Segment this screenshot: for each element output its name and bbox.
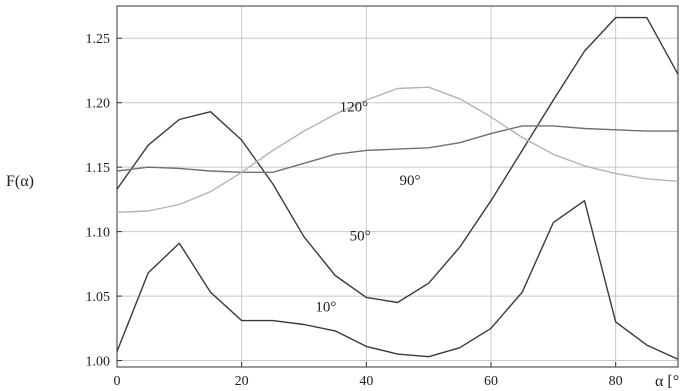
series-line-90 bbox=[116, 125, 678, 174]
curve-labels: 10° 50° 90° 120° bbox=[315, 100, 420, 316]
x-tick-label: 60 bbox=[484, 374, 498, 389]
x-axis-label: α [° bbox=[655, 373, 679, 390]
curve-label-90: 90° bbox=[399, 173, 420, 189]
y-tick-label: 1.05 bbox=[86, 290, 111, 305]
y-tick-label: 1.15 bbox=[86, 161, 111, 176]
y-tick-label: 1.25 bbox=[86, 32, 111, 47]
grid bbox=[116, 6, 678, 367]
y-axis-label: F(α) bbox=[6, 173, 34, 190]
y-tick-label: 1.10 bbox=[86, 226, 111, 241]
plot-frame bbox=[116, 5, 679, 368]
series-line-50 bbox=[116, 16, 679, 304]
series-line-120 bbox=[116, 86, 679, 213]
curve-label-50: 50° bbox=[350, 229, 371, 245]
tick-marks bbox=[116, 37, 617, 367]
x-tick-label: 40 bbox=[359, 374, 373, 389]
x-tick-labels: 0 20 40 60 80 bbox=[114, 374, 623, 389]
y-tick-label: 1.20 bbox=[86, 97, 111, 112]
curve-label-10: 10° bbox=[315, 300, 336, 316]
x-tick-label: 20 bbox=[235, 374, 249, 389]
series-lines bbox=[116, 16, 679, 360]
y-tick-label: 1.00 bbox=[86, 355, 111, 370]
x-tick-label: 0 bbox=[114, 374, 121, 389]
series-line-10 bbox=[116, 199, 679, 360]
curve-label-120: 120° bbox=[340, 100, 369, 116]
y-tick-labels: 1.00 1.05 1.10 1.15 1.20 1.25 bbox=[86, 32, 111, 369]
x-tick-label: 80 bbox=[609, 374, 623, 389]
